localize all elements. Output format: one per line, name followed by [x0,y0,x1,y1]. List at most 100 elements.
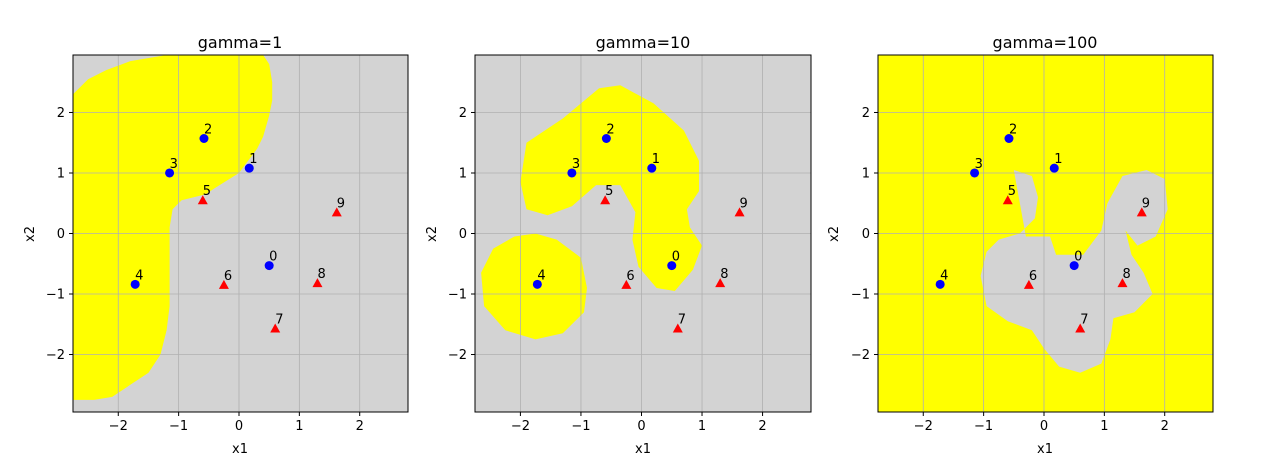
x-axis-label: x1 [1037,442,1053,457]
point-label: 6 [626,269,634,284]
point-label: 5 [203,184,211,199]
data-point-circle [667,261,677,271]
x-axis-label: x1 [635,442,651,457]
point-label: 9 [1142,196,1150,211]
y-tick-label: 0 [862,227,870,242]
data-point-triangle [1075,323,1086,333]
data-point-circle [1049,163,1059,173]
chart-title: gamma=100 [993,33,1098,52]
data-point-triangle [312,278,323,288]
data-point-triangle [197,195,208,205]
data-point-circle [264,261,274,271]
point-label: 4 [940,268,948,283]
y-tick-label: −1 [851,288,870,303]
x-tick-label: −2 [109,419,128,434]
x-tick-label: 2 [1161,419,1169,434]
y-axis-label: x2 [23,226,38,242]
decision-region [980,170,1168,373]
point-label: 4 [135,268,143,283]
x-tick-label: 0 [637,419,645,434]
data-point-triangle [331,207,342,217]
point-label: 8 [1122,267,1130,282]
point-label: 9 [337,196,345,211]
point-label: 2 [1009,123,1017,138]
data-point-triangle [1023,279,1034,289]
chart-title: gamma=10 [596,33,691,52]
x-tick-label: −1 [974,419,993,434]
y-tick-label: 0 [57,227,65,242]
data-point-circle [1004,134,1014,144]
data-point-circle [165,168,175,178]
chart-gamma-10: 0 1 2 3 4 5 6 7 8 9 gamma=10 x1 x2 −2 −1 0 1 2 −2 −1 0 1 2 [425,33,812,457]
chart-gamma-1: 0 1 2 3 4 5 6 7 8 9 gamma=1 x1 x2 −2 −1 0 1 2 −2 −1 0 1 2 [23,33,409,457]
data-point-triangle [1002,195,1013,205]
y-tick-label: 2 [862,106,870,121]
point-label: 6 [1029,269,1037,284]
plot-area: 0 1 2 3 4 5 6 7 8 9 [73,55,408,412]
chart-title: gamma=1 [198,33,283,52]
data-point-triangle [218,279,229,289]
point-label: 5 [1008,184,1016,199]
x-tick-label: 2 [356,419,364,434]
y-tick-label: −2 [46,348,65,363]
y-tick-label: 0 [459,227,467,242]
y-tick-label: −1 [448,288,467,303]
point-label: 1 [652,152,660,167]
plot-area: 0 1 2 3 4 5 6 7 8 9 [878,55,1213,412]
data-point-circle [244,163,254,173]
data-point-circle [1069,261,1079,271]
y-tick-label: 2 [459,106,467,121]
point-label: 9 [740,196,748,211]
data-point-circle [532,279,542,289]
data-point-triangle [672,323,683,333]
data-point-circle [199,134,209,144]
x-tick-label: 1 [1100,419,1108,434]
x-axis-label: x1 [232,442,248,457]
data-point-triangle [270,323,281,333]
point-label: 7 [275,312,283,327]
y-tick-label: 1 [862,166,870,181]
point-label: 7 [678,312,686,327]
y-tick-label: −2 [851,348,870,363]
chart-gamma-100: 0 1 2 3 4 5 6 7 8 9 gamma=100 x1 x2 −2 −1 0 1 2 −2 −1 0 1… [827,33,1214,457]
point-label: 3 [170,157,178,172]
data-point-triangle [734,207,745,217]
data-point-circle [970,168,980,178]
point-label: 3 [975,157,983,172]
x-tick-label: 2 [758,419,766,434]
y-tick-label: 2 [57,106,65,121]
plot-area: 0 1 2 3 4 5 6 7 8 9 [475,55,811,412]
data-point-triangle [715,278,726,288]
point-label: 8 [720,267,728,282]
data-point-triangle [1117,278,1128,288]
y-tick-label: −1 [46,288,65,303]
data-point-triangle [1136,207,1147,217]
point-label: 2 [606,123,614,138]
y-tick-label: −2 [448,348,467,363]
point-label: 5 [605,184,613,199]
x-tick-label: −1 [169,419,188,434]
x-tick-label: 0 [1040,419,1048,434]
point-label: 0 [672,250,680,265]
data-point-circle [601,134,611,144]
point-label: 0 [1074,250,1082,265]
point-label: 6 [224,269,232,284]
x-tick-label: 0 [235,419,243,434]
decision-region [73,55,273,400]
y-axis-label: x2 [425,226,440,242]
data-point-circle [935,279,945,289]
data-point-circle [647,163,657,173]
data-point-triangle [600,195,611,205]
point-label: 1 [1054,152,1062,167]
y-axis-label: x2 [827,226,842,242]
x-tick-label: 1 [295,419,303,434]
point-label: 8 [317,267,325,282]
decision-region [520,85,702,291]
x-tick-label: −2 [511,419,530,434]
x-tick-label: 1 [698,419,706,434]
point-label: 4 [537,268,545,283]
point-label: 7 [1080,312,1088,327]
point-label: 1 [249,152,257,167]
point-label: 2 [204,123,212,138]
